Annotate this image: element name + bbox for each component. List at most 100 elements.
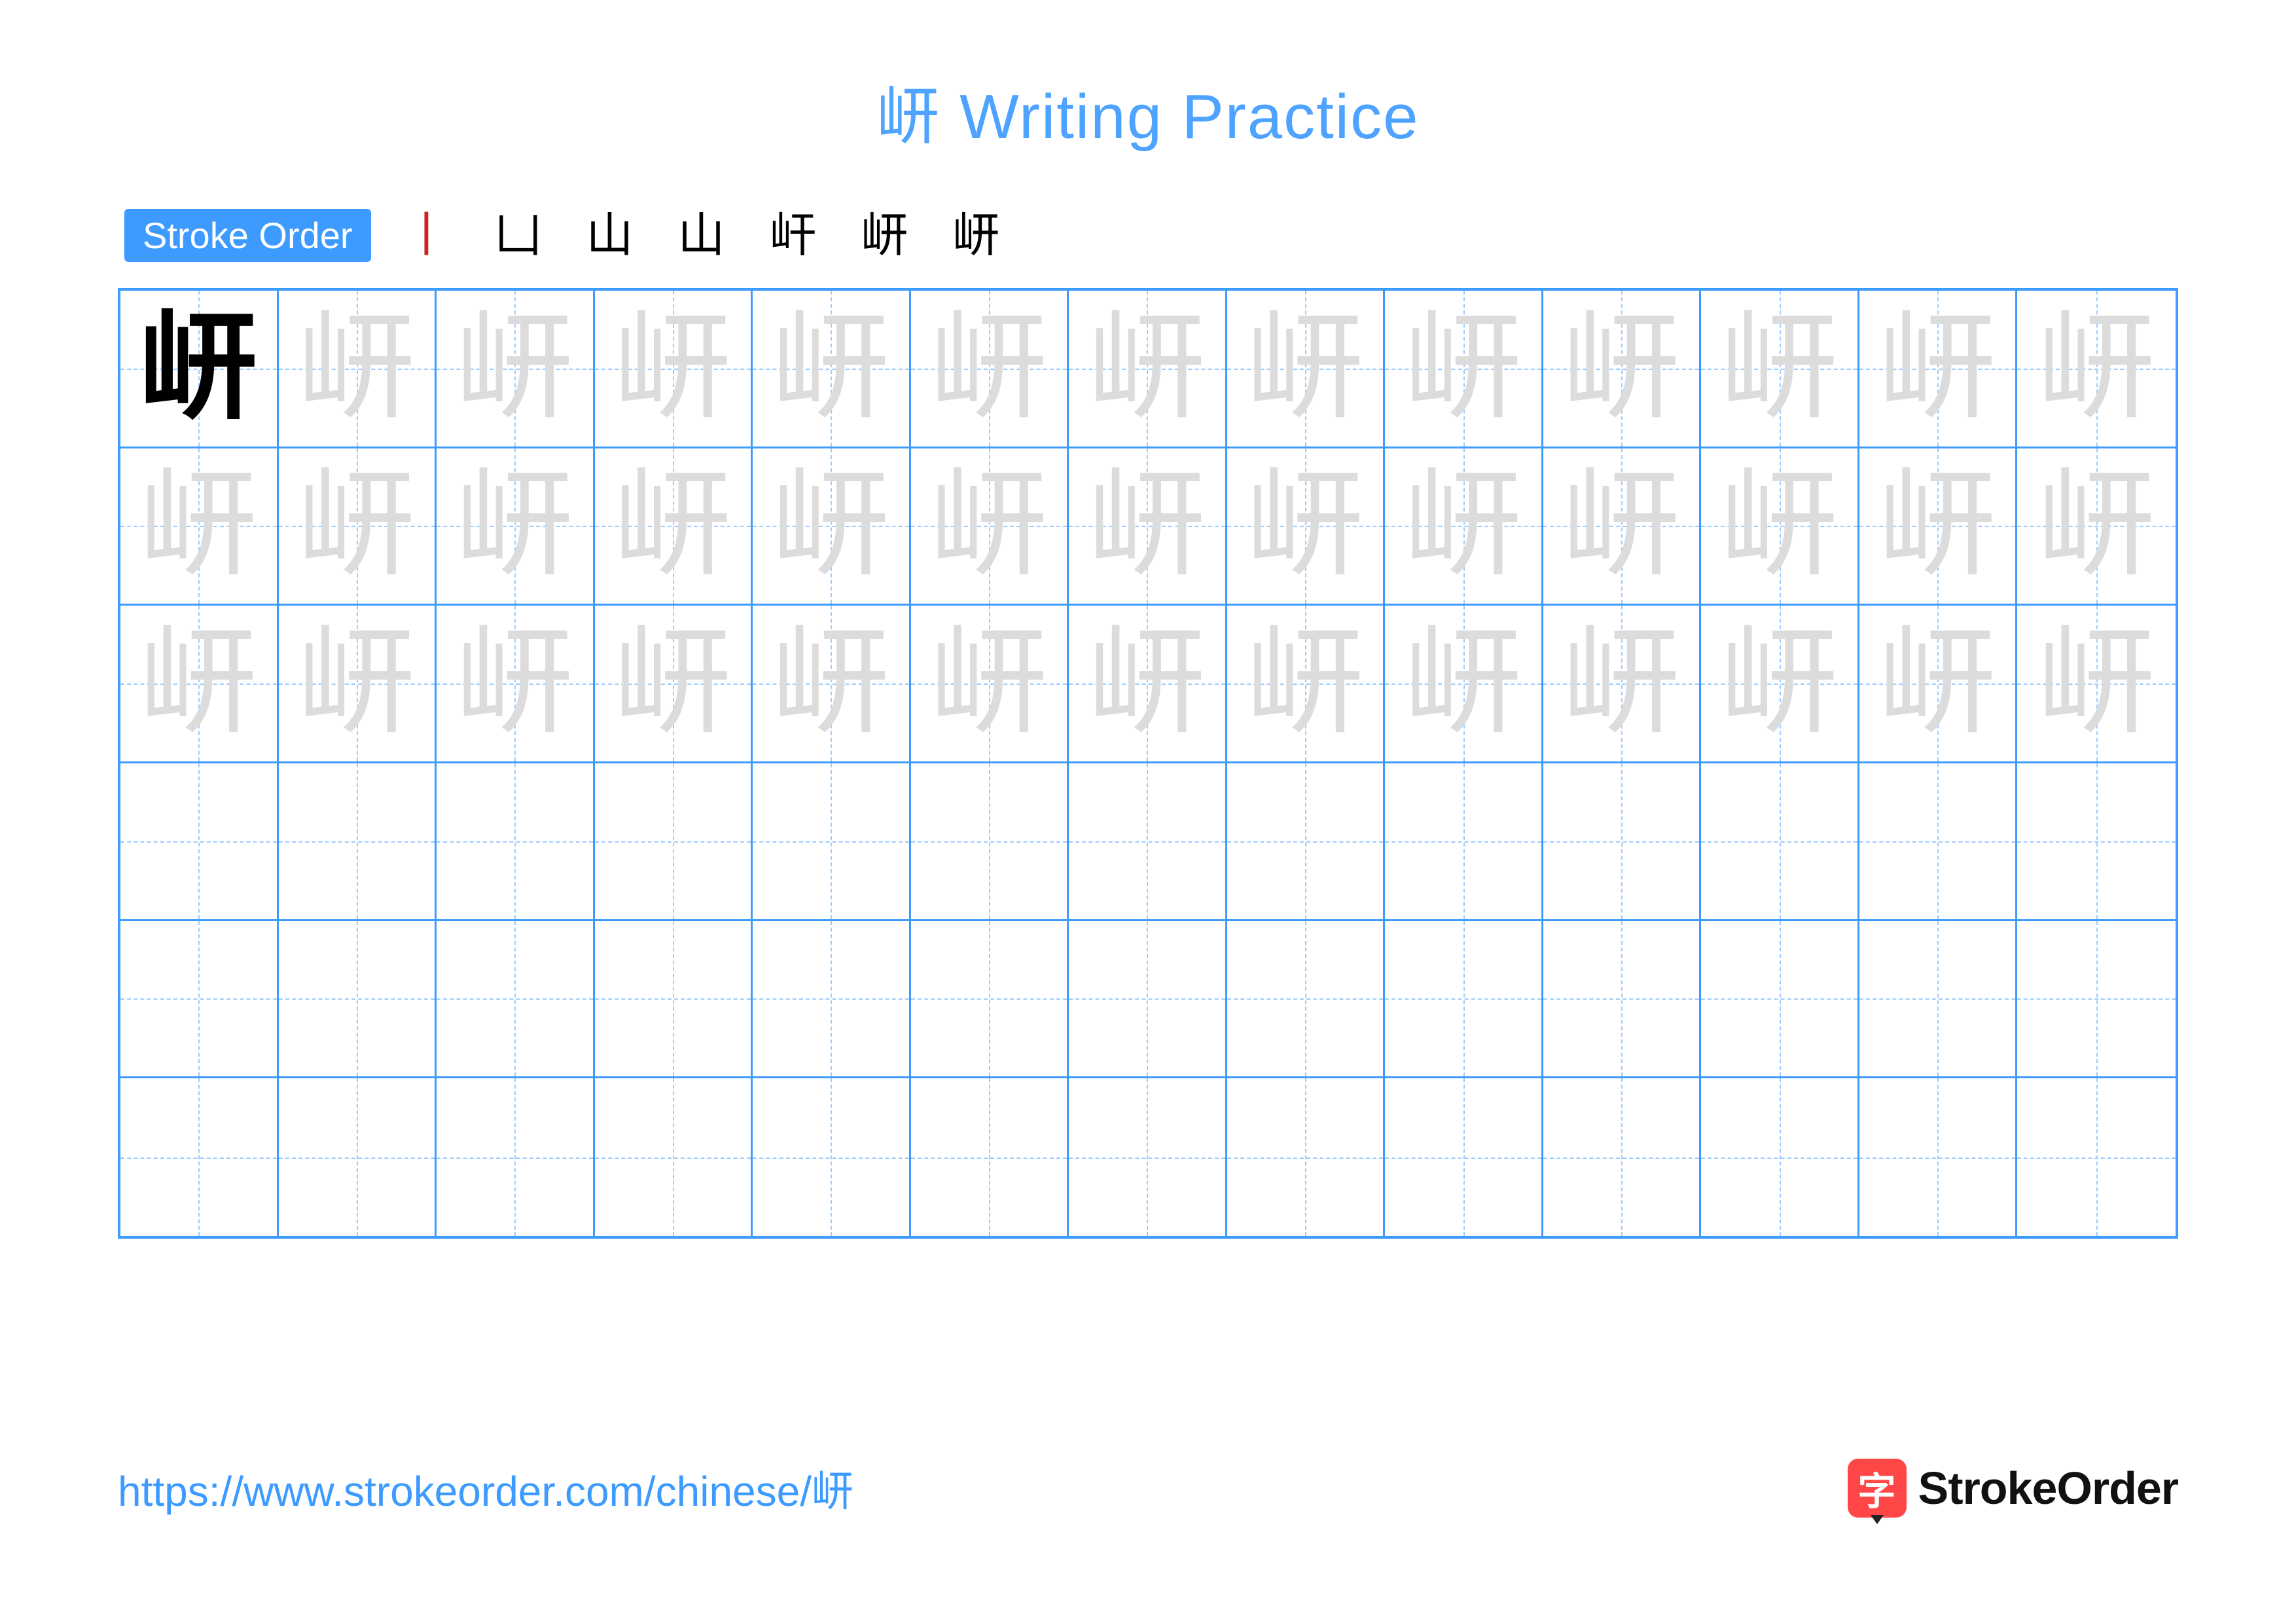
grid-cell: 岍: [120, 291, 279, 448]
logo: 字 StrokeOrder: [1848, 1459, 2178, 1518]
grid-cell: 岍: [911, 606, 1069, 763]
grid-cell: 岍: [911, 291, 1069, 448]
grid-cell: 岍: [279, 606, 437, 763]
grid-cell: [1069, 921, 1227, 1079]
grid-cell: [1385, 921, 1543, 1079]
grid-cell: [437, 921, 595, 1079]
stroke-step: 丨: [391, 212, 463, 259]
grid-cell: [120, 763, 279, 921]
grid-cell: 岍: [1069, 291, 1227, 448]
grid-cell: [753, 763, 911, 921]
grid-cell: [753, 921, 911, 1079]
grid-cell: 岍: [2017, 606, 2176, 763]
grid-cell: [1701, 763, 1859, 921]
trace-character: 岍: [1562, 467, 1680, 585]
grid-cell: 岍: [1385, 606, 1543, 763]
trace-character: 岍: [614, 467, 732, 585]
grid-cell: 岍: [1227, 448, 1386, 606]
grid-cell: [1543, 1078, 1702, 1236]
trace-character: 岍: [1405, 467, 1522, 585]
stroke-order-row: Stroke Order 丨⼐山山屽岍岍: [118, 209, 2178, 262]
grid-cell: 岍: [120, 448, 279, 606]
trace-character: 岍: [1562, 625, 1680, 742]
grid-cell: 岍: [1069, 606, 1227, 763]
grid-cell: [1069, 1078, 1227, 1236]
grid-cell: [2017, 1078, 2176, 1236]
trace-character: 岍: [1721, 467, 1839, 585]
stroke-step: 山: [574, 212, 646, 259]
grid-cell: 岍: [753, 291, 911, 448]
trace-character: 岍: [1562, 310, 1680, 428]
trace-character: 岍: [2037, 467, 2155, 585]
trace-character: 岍: [1878, 467, 1996, 585]
grid-cell: 岍: [1543, 291, 1702, 448]
grid-cell: 岍: [753, 448, 911, 606]
grid-cell: 岍: [595, 606, 753, 763]
grid-cell: 岍: [1701, 606, 1859, 763]
trace-character: 岍: [1405, 310, 1522, 428]
grid-cell: 岍: [1543, 448, 1702, 606]
grid-cell: [1859, 763, 2018, 921]
grid-cell: 岍: [279, 448, 437, 606]
grid-cell: 岍: [1069, 448, 1227, 606]
stroke-step: 山: [666, 212, 738, 259]
trace-character: 岍: [1878, 625, 1996, 742]
grid-cell: 岍: [595, 291, 753, 448]
grid-cell: 岍: [2017, 448, 2176, 606]
grid-cell: 岍: [437, 291, 595, 448]
trace-character: 岍: [298, 310, 416, 428]
stroke-steps-container: 丨⼐山山屽岍岍: [391, 212, 1013, 259]
grid-cell: [1543, 921, 1702, 1079]
grid-cell: 岍: [1859, 291, 2018, 448]
grid-cell: [1385, 1078, 1543, 1236]
grid-cell: [911, 921, 1069, 1079]
grid-cell: 岍: [2017, 291, 2176, 448]
grid-cell: [1227, 1078, 1386, 1236]
trace-character: 岍: [930, 310, 1048, 428]
logo-text: StrokeOrder: [1918, 1462, 2178, 1514]
trace-character: 岍: [614, 310, 732, 428]
trace-character: 岍: [298, 467, 416, 585]
trace-character: 岍: [2037, 625, 2155, 742]
trace-character: 岍: [139, 467, 257, 585]
trace-character: 岍: [1878, 310, 1996, 428]
grid-cell: 岍: [1385, 291, 1543, 448]
grid-cell: [1227, 763, 1386, 921]
grid-cell: [120, 921, 279, 1079]
trace-character: 岍: [1088, 467, 1206, 585]
grid-cell: [1069, 763, 1227, 921]
grid-cell: [911, 763, 1069, 921]
grid-cell: [437, 763, 595, 921]
grid-cell: [279, 763, 437, 921]
grid-cell: 岍: [1543, 606, 1702, 763]
grid-cell: 岍: [1701, 448, 1859, 606]
trace-character: 岍: [614, 625, 732, 742]
grid-cell: [1701, 1078, 1859, 1236]
grid-cell: [120, 1078, 279, 1236]
footer: https://www.strokeorder.com/chinese/岍 字 …: [118, 1458, 2178, 1518]
grid-cell: 岍: [1227, 606, 1386, 763]
grid-cell: [279, 921, 437, 1079]
trace-character: 岍: [1405, 625, 1522, 742]
grid-cell: [2017, 763, 2176, 921]
trace-character: 岍: [1246, 467, 1364, 585]
practice-grid: 岍岍岍岍岍岍岍岍岍岍岍岍岍岍岍岍岍岍岍岍岍岍岍岍岍岍岍岍岍岍岍岍岍岍岍岍岍岍岍: [118, 288, 2178, 1239]
stroke-order-label: Stroke Order: [124, 209, 371, 262]
grid-cell: 岍: [1227, 291, 1386, 448]
grid-cell: 岍: [279, 291, 437, 448]
grid-cell: 岍: [1701, 291, 1859, 448]
grid-cell: 岍: [753, 606, 911, 763]
stroke-step: 岍: [849, 212, 921, 259]
trace-character: 岍: [1721, 310, 1839, 428]
trace-character: 岍: [456, 310, 573, 428]
stroke-step: 屽: [757, 212, 829, 259]
grid-cell: [1701, 921, 1859, 1079]
trace-character: 岍: [1246, 625, 1364, 742]
trace-character: 岍: [772, 625, 889, 742]
grid-cell: [595, 921, 753, 1079]
trace-character: 岍: [2037, 310, 2155, 428]
grid-cell: 岍: [595, 448, 753, 606]
stroke-step: 岍: [941, 212, 1013, 259]
grid-cell: 岍: [437, 606, 595, 763]
grid-cell: [595, 1078, 753, 1236]
